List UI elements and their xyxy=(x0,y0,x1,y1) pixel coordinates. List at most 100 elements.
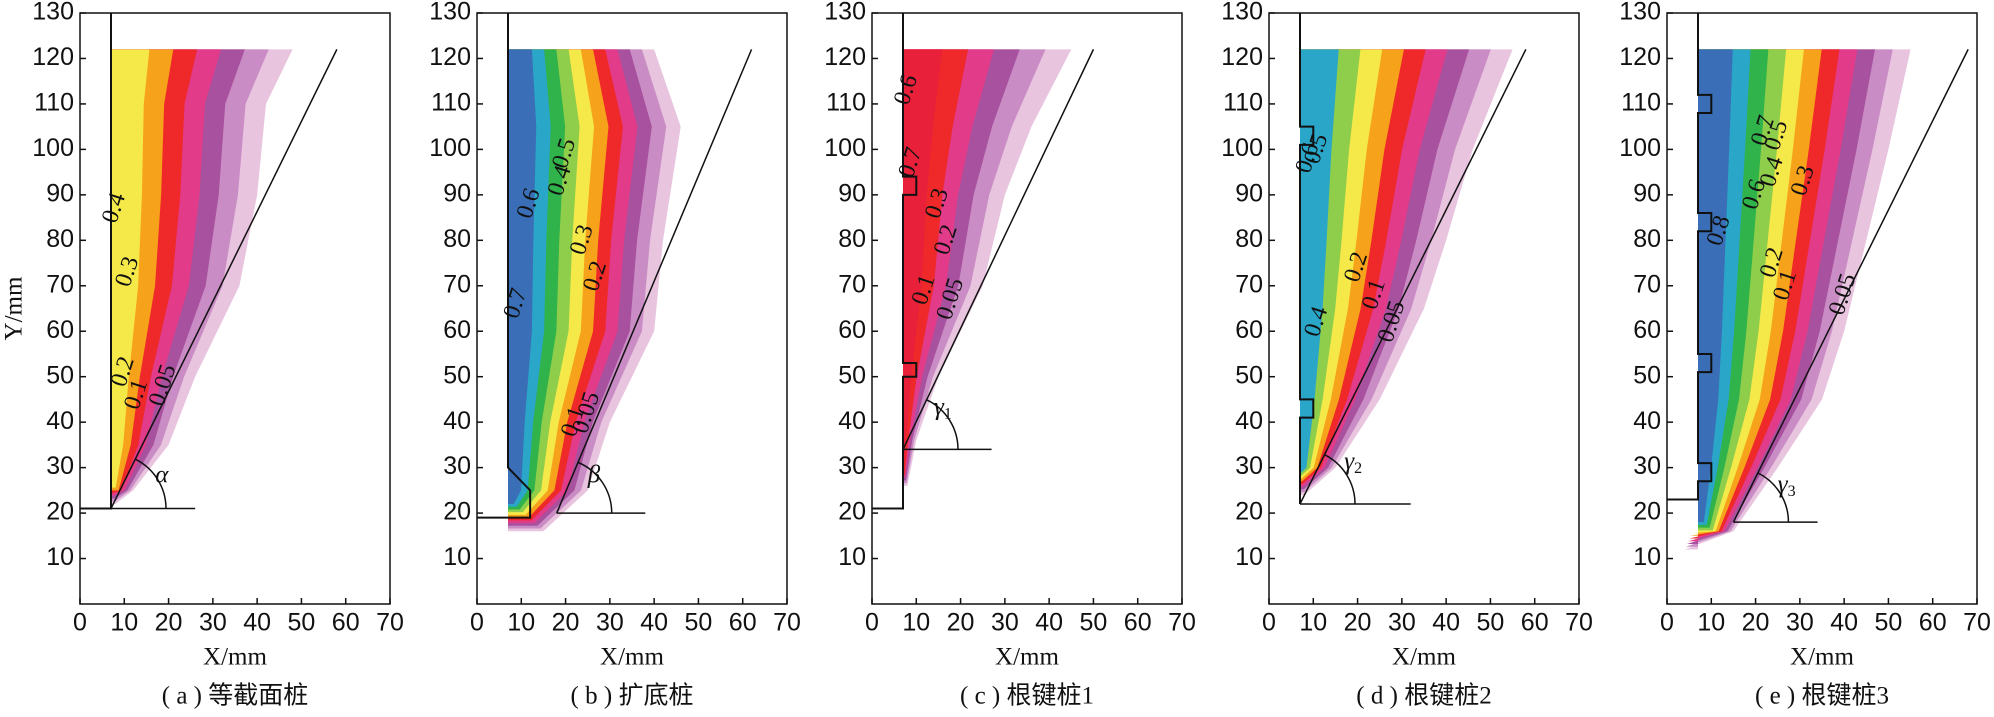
y-tick-label: 10 xyxy=(1633,543,1661,571)
y-tick-label: 100 xyxy=(824,134,866,162)
x-tick-label: 40 xyxy=(640,609,668,637)
angle-symbol: β xyxy=(587,461,601,488)
angle-symbol: γ3 xyxy=(1778,471,1796,500)
panel: γ30.60.70.50.40.30.80.20.1 0.051020304050… xyxy=(1619,0,1991,710)
plot-frame xyxy=(871,12,1183,605)
y-tick-label: 70 xyxy=(838,270,866,298)
pile-outline xyxy=(1299,13,1315,504)
angle-subscript: 1 xyxy=(944,405,952,422)
y-tick-label: 100 xyxy=(1619,134,1661,162)
y-tick-label: 60 xyxy=(443,316,471,344)
x-tick-label: 30 xyxy=(1786,609,1814,637)
y-tick-label: 60 xyxy=(838,316,866,344)
x-tick-label: 60 xyxy=(729,609,757,637)
y-tick-label: 80 xyxy=(1633,225,1661,253)
x-tick-label: 0 xyxy=(73,609,87,637)
angle-arc xyxy=(1757,472,1790,523)
y-tick-label: 20 xyxy=(443,498,471,526)
angle-symbol-text: γ xyxy=(934,393,945,420)
x-tick-label: 0 xyxy=(1262,609,1276,637)
angle-arc xyxy=(577,461,613,514)
y-tick-label: 20 xyxy=(1633,498,1661,526)
y-tick-label: 110 xyxy=(431,89,471,117)
y-tick-label: 110 xyxy=(1621,89,1661,117)
y-tick-label: 80 xyxy=(46,225,74,253)
angle-subscript: 2 xyxy=(1354,460,1362,477)
caption: ( b ) 扩底桩 xyxy=(571,682,694,710)
y-tick-label: 110 xyxy=(1223,89,1263,117)
y-tick-label: 120 xyxy=(429,43,471,71)
plot-frame xyxy=(79,12,391,605)
y-tick-label: 60 xyxy=(1235,316,1263,344)
x-tick-label: 70 xyxy=(1963,609,1991,637)
y-tick-label: 70 xyxy=(1235,270,1263,298)
y-tick-label: 110 xyxy=(34,89,74,117)
x-tick-label: 60 xyxy=(1919,609,1947,637)
x-tick-label: 50 xyxy=(1477,609,1505,637)
angle-line xyxy=(902,49,1095,450)
y-tick-label: 30 xyxy=(46,452,74,480)
y-tick-label: 30 xyxy=(443,452,471,480)
x-tick-label: 30 xyxy=(991,609,1019,637)
angle-arc xyxy=(1324,454,1356,504)
contour-band xyxy=(505,49,537,504)
contour-band xyxy=(1300,49,1339,474)
y-tick-label: 10 xyxy=(838,543,866,571)
y-tick-label: 130 xyxy=(429,0,471,26)
x-axis-label: X/mm xyxy=(203,644,267,671)
y-tick-label: 30 xyxy=(1235,452,1263,480)
y-tick-label: 40 xyxy=(1235,407,1263,435)
pile-outline xyxy=(477,13,532,519)
y-tick-label: 70 xyxy=(443,270,471,298)
y-tick-label: 40 xyxy=(838,407,866,435)
y-tick-label: 130 xyxy=(824,0,866,26)
pile-outline xyxy=(80,13,112,510)
angle-line xyxy=(1299,49,1527,505)
x-tick-label: 10 xyxy=(902,609,930,637)
contour-band xyxy=(111,49,150,488)
y-tick-label: 130 xyxy=(1221,0,1263,26)
x-tick-label: 30 xyxy=(199,609,227,637)
x-tick-label: 0 xyxy=(470,609,484,637)
angle-line xyxy=(1732,49,1969,523)
y-tick-label: 90 xyxy=(46,179,74,207)
x-tick-label: 40 xyxy=(243,609,271,637)
y-tick-label: 120 xyxy=(32,43,74,71)
x-tick-label: 70 xyxy=(773,609,801,637)
x-tick-label: 20 xyxy=(1742,609,1770,637)
x-tick-label: 60 xyxy=(1521,609,1549,637)
x-tick-label: 0 xyxy=(865,609,879,637)
x-axis-label: X/mm xyxy=(995,644,1059,671)
y-tick-label: 90 xyxy=(443,179,471,207)
y-tick-label: 100 xyxy=(429,134,471,162)
y-tick-label: 40 xyxy=(1633,407,1661,435)
x-tick-label: 40 xyxy=(1830,609,1858,637)
plot-frame xyxy=(476,12,788,605)
caption: ( a ) 等截面桩 xyxy=(162,682,309,710)
y-tick-label: 100 xyxy=(1221,134,1263,162)
x-tick-label: 70 xyxy=(1168,609,1196,637)
x-tick-label: 50 xyxy=(1875,609,1903,637)
caption: ( d ) 根键桩2 xyxy=(1356,682,1491,710)
x-tick-label: 0 xyxy=(1660,609,1674,637)
y-tick-label: 110 xyxy=(826,89,866,117)
angle-line xyxy=(556,49,753,514)
x-tick-label: 50 xyxy=(685,609,713,637)
y-tick-label: 50 xyxy=(443,361,471,389)
y-tick-label: 70 xyxy=(1633,270,1661,298)
panel: γ20.60.50.40.20.10.051020304050607080901… xyxy=(1221,0,1593,710)
y-tick-label: 130 xyxy=(32,0,74,26)
y-tick-label: 10 xyxy=(46,543,74,571)
panel: β0.70.60.50.40.30.20.10.0510203040506070… xyxy=(429,0,801,710)
angle-line xyxy=(110,49,338,509)
y-tick-label: 120 xyxy=(1619,43,1661,71)
y-tick-label: 90 xyxy=(1235,179,1263,207)
y-tick-label: 30 xyxy=(1633,452,1661,480)
y-tick-label: 70 xyxy=(46,270,74,298)
x-tick-label: 10 xyxy=(1697,609,1725,637)
x-tick-label: 20 xyxy=(1344,609,1372,637)
x-axis-label: X/mm xyxy=(1790,644,1854,671)
plot-frame xyxy=(1268,12,1580,605)
y-tick-label: 90 xyxy=(838,179,866,207)
